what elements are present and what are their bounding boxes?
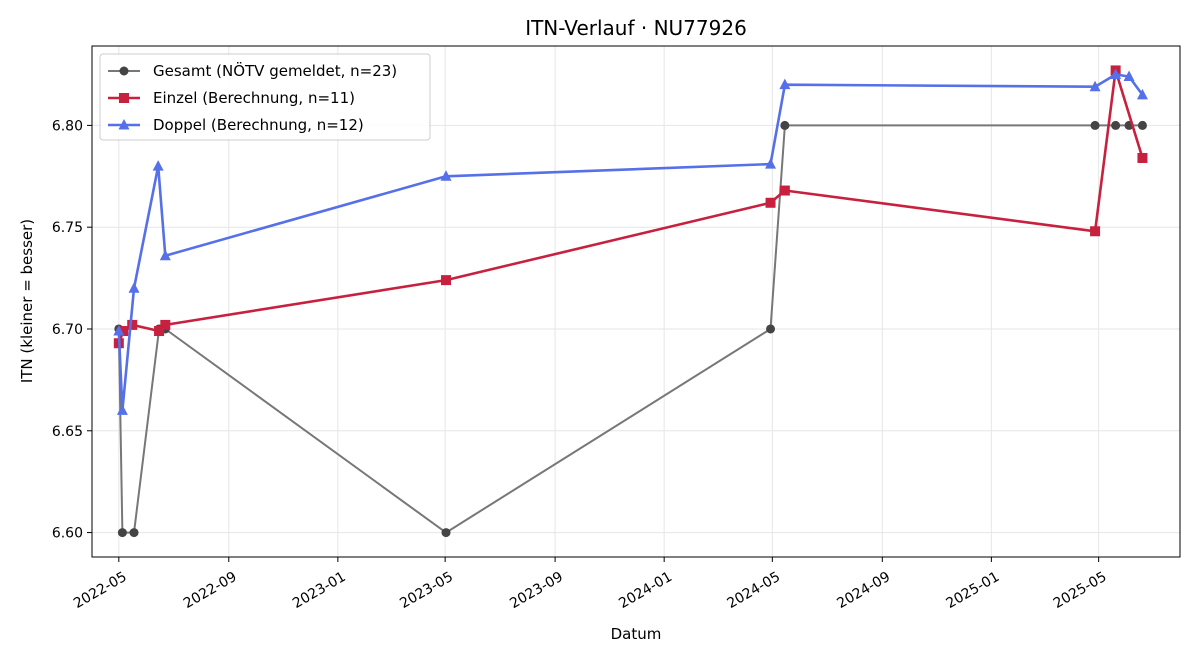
y-tick-label: 6.70 (52, 322, 83, 338)
plot-frame (91, 45, 1181, 558)
data-point-einzel (1090, 226, 1101, 237)
data-point-einzel (118, 326, 129, 337)
y-tick-label: 6.75 (52, 220, 83, 236)
chart-title: ITN-Verlauf · NU77926 (525, 16, 747, 40)
data-point-gesamt (117, 528, 127, 538)
data-point-doppel (152, 160, 164, 171)
data-point-doppel (1110, 68, 1122, 80)
legend-label: Einzel (Berechnung, n=11) (153, 89, 355, 107)
legend-label: Doppel (Berechnung, n=12) (153, 116, 364, 134)
data-point-doppel (1136, 88, 1148, 100)
y-tick-label: 6.60 (52, 526, 83, 542)
data-point-einzel (441, 275, 452, 286)
data-point-einzel (779, 185, 790, 196)
data-point-doppel (128, 282, 140, 293)
data-point-doppel (113, 325, 125, 336)
data-point-einzel (160, 319, 171, 330)
y-tick-label: 6.65 (52, 424, 83, 440)
data-point-doppel (159, 249, 171, 261)
legend-swatch-marker (118, 119, 130, 130)
data-point-doppel (1089, 80, 1101, 92)
data-point-einzel (765, 197, 776, 208)
data-point-gesamt (766, 324, 776, 334)
series-layer (113, 65, 1148, 538)
data-point-einzel (1137, 152, 1148, 163)
data-point-doppel (440, 170, 452, 181)
data-point-gesamt (780, 120, 790, 130)
data-point-gesamt (1111, 120, 1121, 130)
data-point-doppel (765, 158, 777, 169)
x-axis-title: Datum (611, 625, 662, 643)
data-point-doppel (1123, 70, 1135, 82)
legend-label: Gesamt (NÖTV gemeldet, n=23) (153, 61, 397, 80)
data-point-einzel (127, 319, 138, 330)
data-point-gesamt (129, 528, 139, 538)
legend-box (99, 53, 431, 141)
legend: Gesamt (NÖTV gemeldet, n=23) Einzel (Bere… (99, 53, 431, 141)
legend-item-einzel: Einzel (Berechnung, n=11) (108, 89, 355, 107)
legend-item-gesamt: Gesamt (NÖTV gemeldet, n=23) (108, 61, 397, 80)
legend-item-doppel: Doppel (Berechnung, n=12) (108, 116, 364, 134)
legend-swatch-marker (119, 66, 129, 76)
data-point-doppel (116, 404, 128, 415)
series-doppel (113, 68, 1148, 415)
legend-swatch-marker (119, 93, 129, 103)
data-point-gesamt (1090, 120, 1100, 130)
data-point-doppel (779, 78, 791, 90)
y-axis: 6.60 6.65 6.70 6.75 6.80 (52, 118, 92, 542)
y-axis-title: ITN (kleiner = besser) (18, 219, 36, 383)
data-point-gesamt (441, 528, 451, 538)
data-point-einzel (154, 326, 165, 337)
data-point-gesamt (1137, 120, 1147, 130)
y-tick-label: 6.80 (52, 118, 83, 134)
